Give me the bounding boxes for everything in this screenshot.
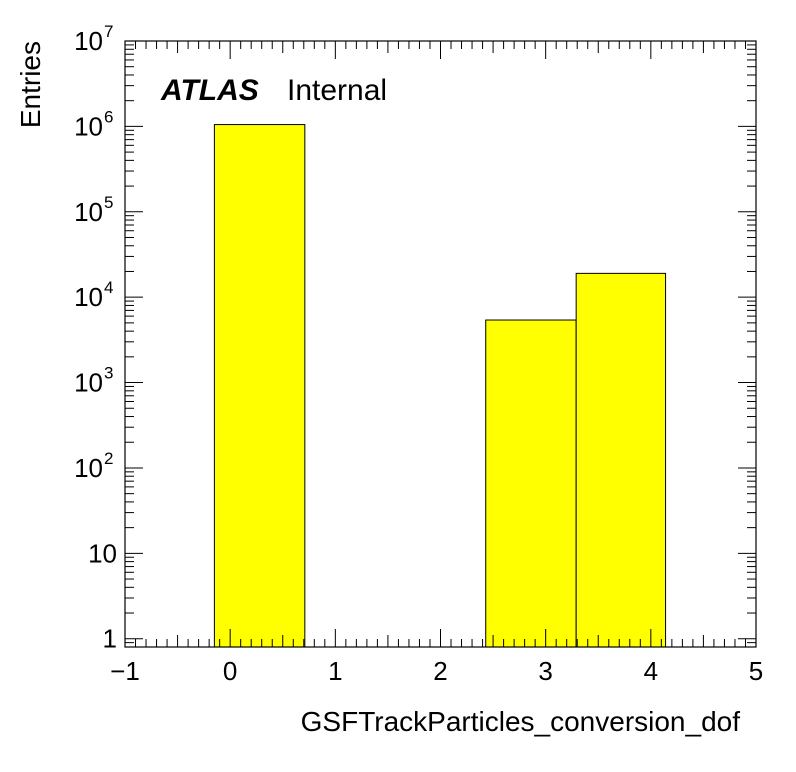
histogram-bar xyxy=(575,272,667,648)
y-tick-label: 10 xyxy=(88,538,117,568)
y-tick-label: 10 xyxy=(74,111,103,141)
histogram-bars xyxy=(213,124,667,648)
x-tick-labels: −1 0 1 2 3 4 5 xyxy=(110,656,763,686)
y-tick-label: 10 xyxy=(74,368,103,398)
atlas-label: ATLAS xyxy=(160,74,259,107)
y-tick-exponent: 6 xyxy=(104,107,113,126)
x-tick-label: 1 xyxy=(328,656,342,686)
y-tick-exponent: 7 xyxy=(104,22,113,41)
internal-label: Internal xyxy=(287,74,387,107)
x-tick-label: 4 xyxy=(644,656,658,686)
y-tick-exponent: 4 xyxy=(104,278,113,297)
y-axis-title: Entries xyxy=(15,41,46,128)
y-tick-exponent: 5 xyxy=(104,193,113,212)
x-tick-label: 0 xyxy=(223,656,237,686)
y-tick-label: 1 xyxy=(103,624,117,654)
histogram-bar xyxy=(485,319,577,648)
y-tick-label: 10 xyxy=(74,26,103,56)
y-tick-exponent: 3 xyxy=(104,364,113,383)
y-tick-label: 10 xyxy=(74,197,103,227)
x-tick-label: 2 xyxy=(433,656,447,686)
histogram-bar xyxy=(213,124,306,648)
x-tick-label: −1 xyxy=(110,656,140,686)
x-axis-title: GSFTrackParticles_conversion_dof xyxy=(301,706,741,737)
x-tick-label: 5 xyxy=(749,656,763,686)
x-tick-label: 3 xyxy=(538,656,552,686)
y-tick-label: 10 xyxy=(74,282,103,312)
axis-ticks xyxy=(124,40,757,647)
y-tick-exponent: 2 xyxy=(104,449,113,468)
y-tick-label: 10 xyxy=(74,453,103,483)
